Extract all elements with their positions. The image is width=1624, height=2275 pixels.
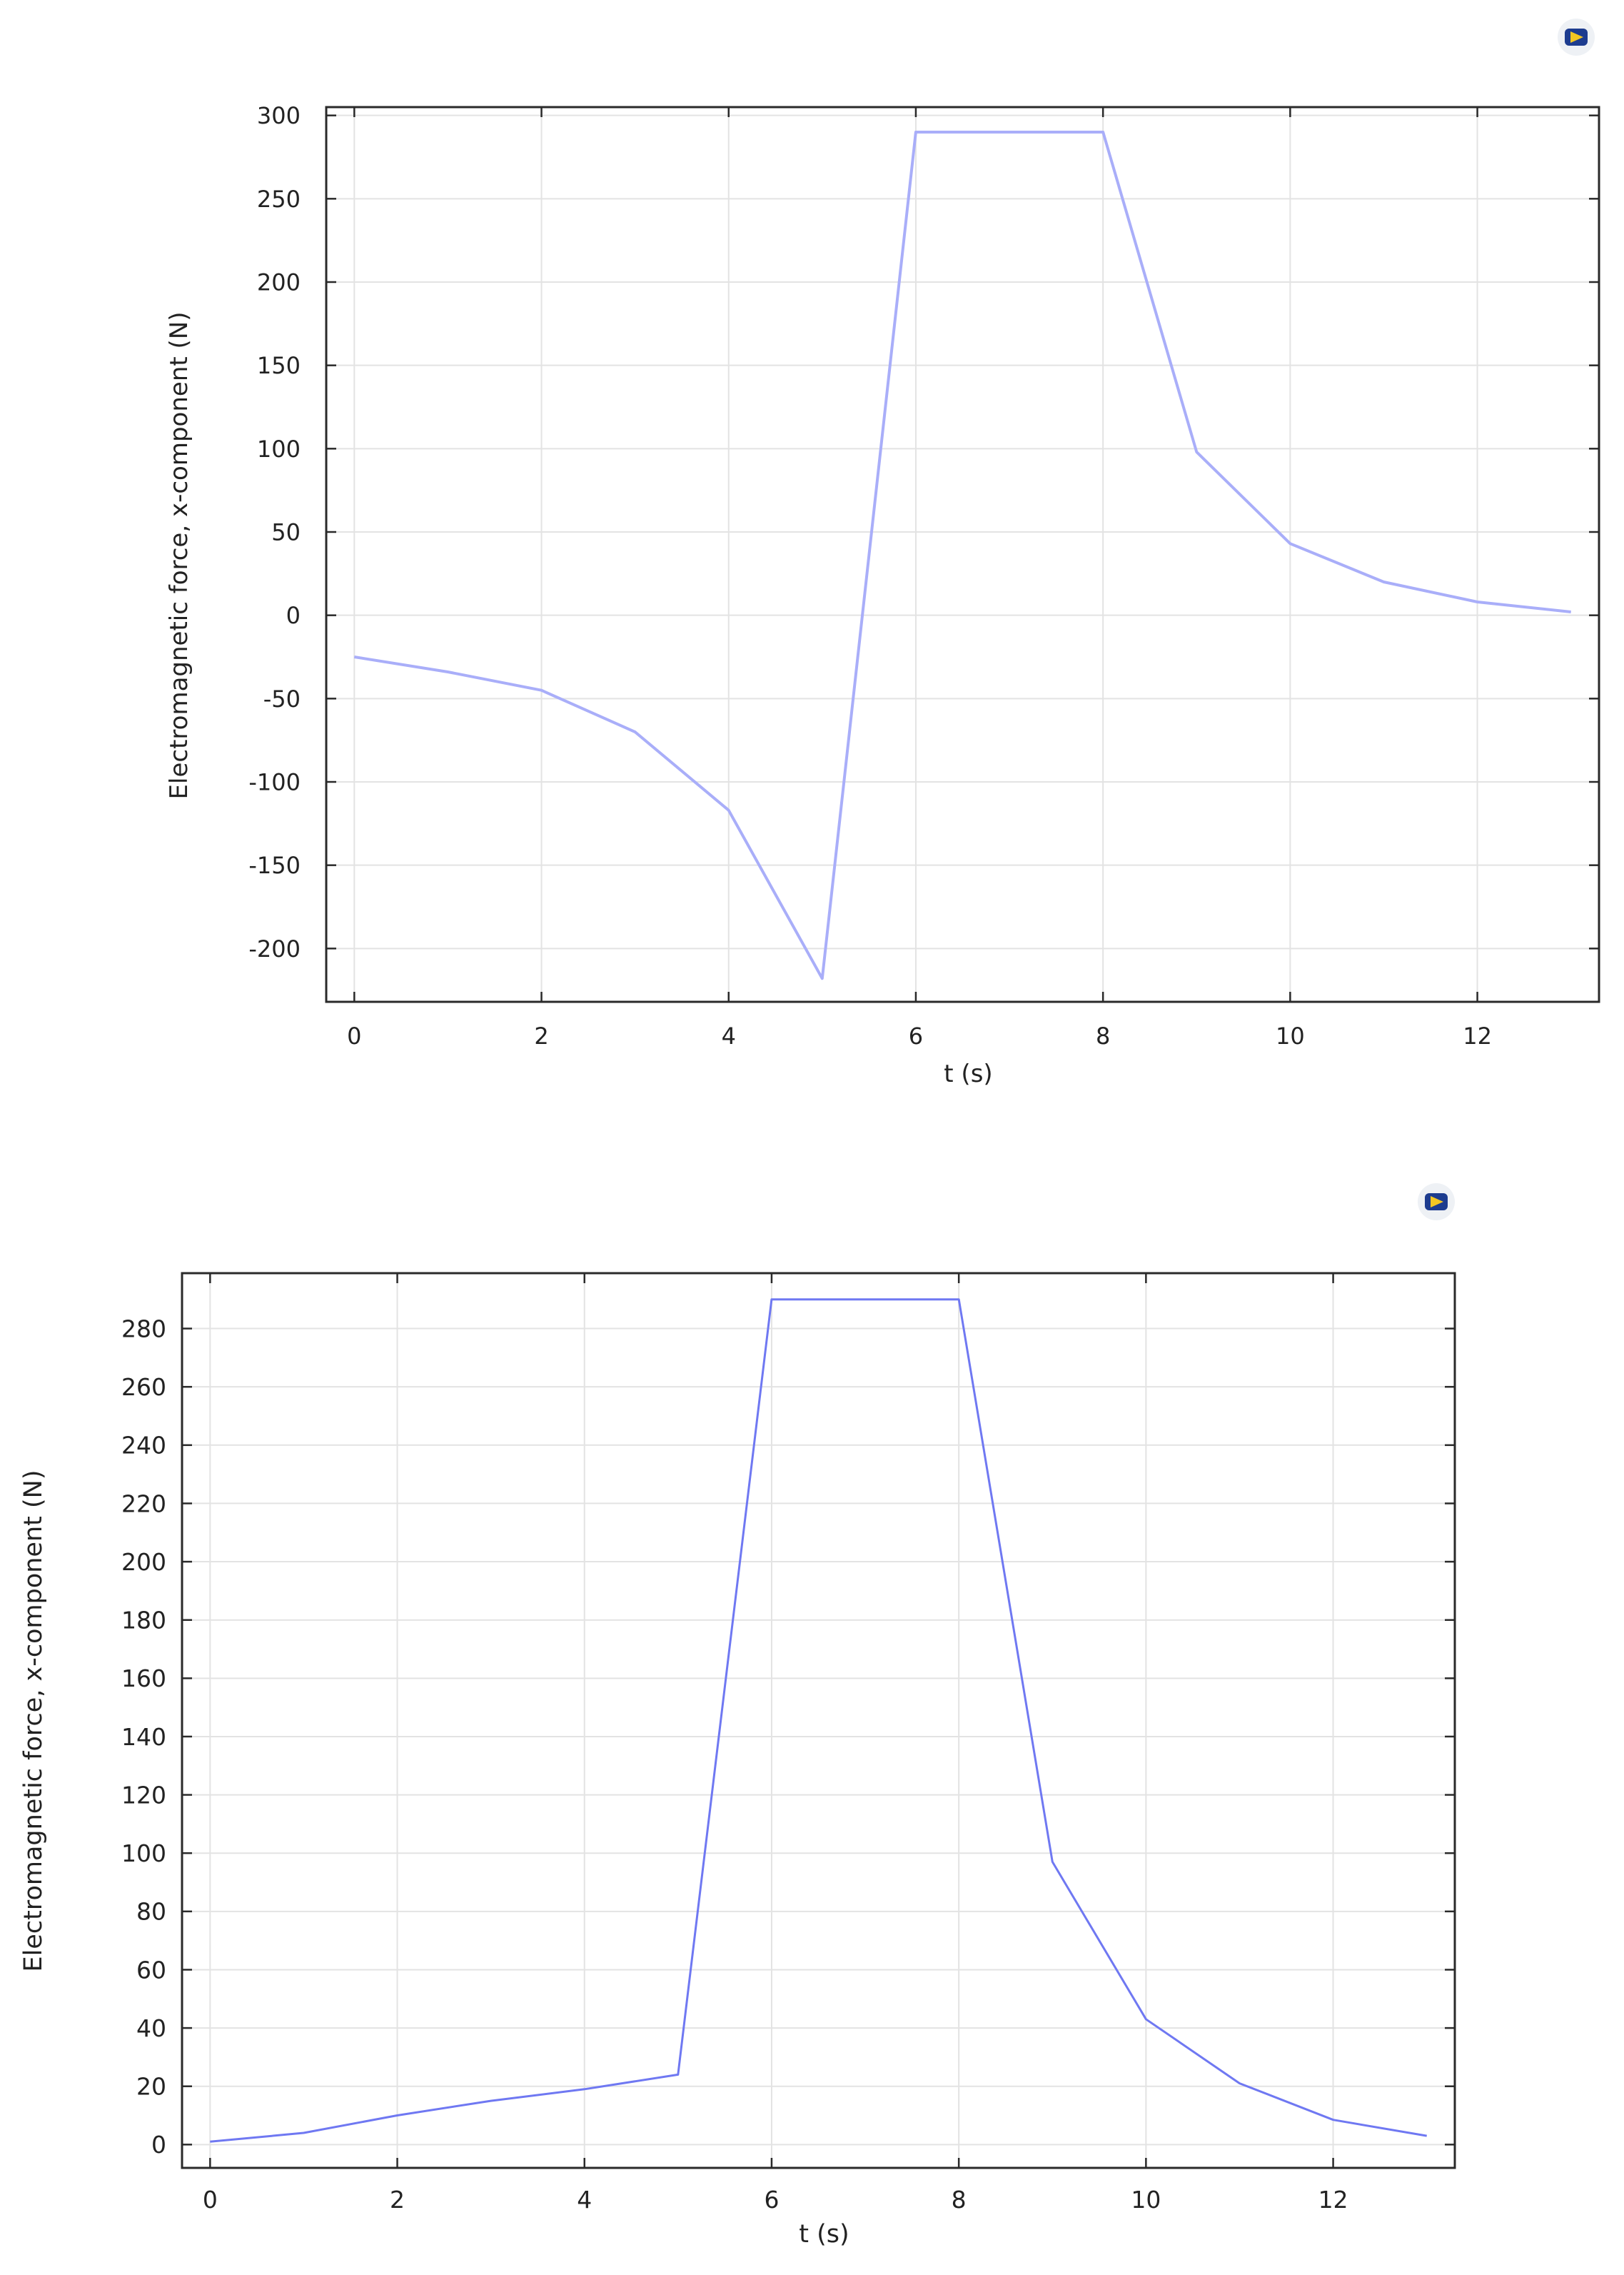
chart-top: 0 2 4 6 8 10 12 -200 -150 -100 -50 0 50 100 150 200 250 3… [165, 102, 1600, 1088]
y-axis-label: Electromagnetic force, x-component (N) [165, 312, 193, 800]
y-tick-label-0: -200 [248, 935, 301, 963]
y-tick-label-4: 80 [136, 1898, 166, 1926]
x-tick-label-1: 2 [390, 2186, 405, 2214]
y-tick-label-5: 50 [271, 519, 301, 546]
y-tick-label-13: 260 [121, 1373, 166, 1401]
y-tick-label-10: 200 [121, 1548, 166, 1576]
chart-bottom: 0 2 4 6 8 10 120204060801001201401601802002202… [19, 1272, 1456, 2249]
y-tick-label-1: -150 [248, 852, 301, 879]
y-tick-label-6: 100 [257, 436, 301, 463]
y-tick-label-1: 20 [136, 2073, 166, 2101]
x-axis-label: t (s) [944, 1060, 992, 1088]
y-tick-label-4: 0 [286, 602, 301, 629]
y-tick-label-2: -100 [248, 769, 301, 796]
y-tick-label-8: 160 [121, 1664, 166, 1692]
x-tick-label-4: 8 [1096, 1023, 1110, 1050]
y-tick-label-3: -50 [263, 685, 301, 713]
y-tick-label-8: 200 [257, 269, 301, 296]
x-tick-label-4: 8 [952, 2186, 967, 2214]
y-tick-label-12: 240 [121, 1432, 166, 1460]
logo-icon-top [1558, 19, 1595, 56]
series-line-0 [353, 131, 1571, 980]
y-tick-label-11: 220 [121, 1490, 166, 1517]
y-tick-label-9: 250 [257, 186, 301, 213]
y-tick-label-2: 40 [136, 2014, 166, 2042]
y-tick-label-9: 180 [121, 1607, 166, 1634]
x-tick-label-5: 10 [1276, 1023, 1305, 1050]
x-tick-label-6: 12 [1318, 2186, 1348, 2214]
series-line-0 [210, 1298, 1427, 2143]
x-tick-label-0: 0 [203, 2186, 218, 2214]
plot-frame [325, 106, 1600, 1003]
logo-icon-bottom [1418, 1183, 1455, 1220]
x-tick-label-5: 10 [1131, 2186, 1161, 2214]
x-tick-label-3: 6 [909, 1023, 923, 1050]
x-tick-label-1: 2 [534, 1023, 548, 1050]
y-tick-label-3: 60 [136, 1956, 166, 1984]
x-tick-label-0: 0 [347, 1023, 361, 1050]
y-tick-label-14: 280 [121, 1315, 166, 1342]
y-tick-label-5: 100 [121, 1839, 166, 1867]
x-axis-label: t (s) [799, 2220, 849, 2249]
y-tick-label-0: 0 [151, 2131, 166, 2159]
x-tick-label-3: 6 [764, 2186, 779, 2214]
y-tick-label-7: 150 [257, 352, 301, 379]
y-tick-label-7: 140 [121, 1723, 166, 1751]
x-tick-label-2: 4 [722, 1023, 736, 1050]
x-tick-label-6: 12 [1463, 1023, 1492, 1050]
plot-frame [181, 1272, 1456, 2169]
x-tick-label-2: 4 [577, 2186, 592, 2214]
y-axis-label: Electromagnetic force, x-component (N) [19, 1470, 48, 1972]
y-tick-label-10: 300 [257, 102, 301, 129]
y-tick-label-6: 120 [121, 1781, 166, 1809]
